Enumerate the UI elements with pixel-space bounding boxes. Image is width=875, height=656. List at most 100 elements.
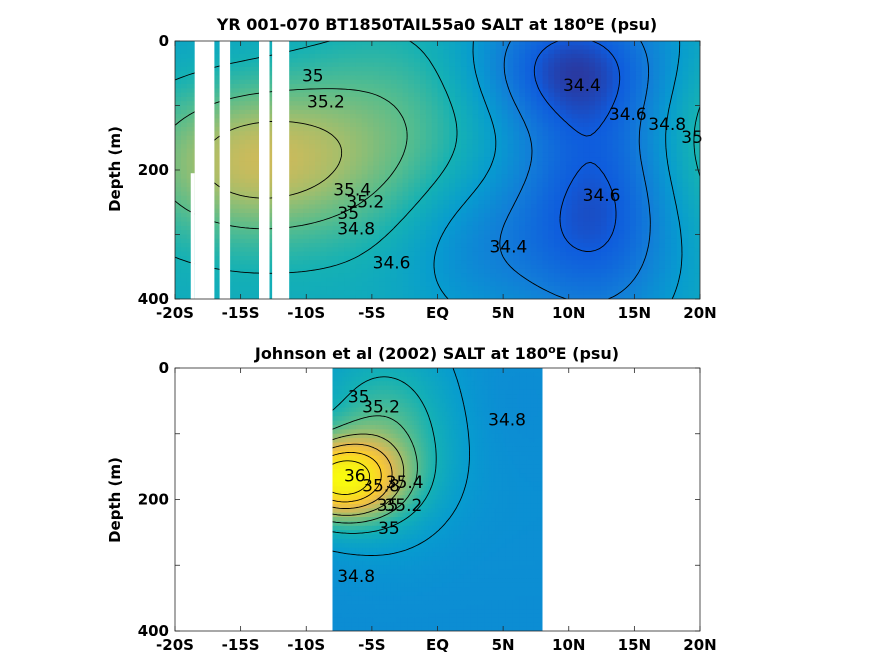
salinity-cell: [326, 225, 334, 231]
salinity-cell: [233, 221, 240, 227]
salinity-cell: [373, 152, 380, 158]
salinity-cell: [589, 135, 596, 141]
salinity-cell: [589, 178, 596, 184]
salinity-cell: [612, 234, 619, 240]
salinity-cell: [215, 230, 223, 236]
salinity-cell: [606, 71, 614, 76]
salinity-cell: [373, 122, 380, 128]
salinity-cell: [379, 238, 386, 244]
salinity-cell: [688, 84, 695, 89]
salinity-cell: [355, 170, 363, 175]
salinity-cell: [659, 260, 666, 266]
salinity-cell: [682, 268, 689, 274]
salinity-cell: [536, 144, 544, 150]
salinity-cell: [320, 41, 328, 46]
salinity-cell: [245, 217, 252, 223]
salinity-cell: [542, 251, 549, 257]
salinity-cell: [239, 256, 246, 261]
salinity-cell: [431, 191, 439, 197]
salinity-cell: [694, 217, 700, 223]
salinity-cell: [437, 66, 444, 72]
salinity-cell: [460, 66, 468, 72]
salinity-cell: [670, 92, 678, 98]
salinity-cell: [180, 62, 188, 68]
salinity-cell: [315, 195, 322, 201]
salinity-cell: [303, 84, 310, 89]
salinity-cell: [595, 273, 602, 279]
salinity-cell: [525, 131, 532, 137]
salinity-cell: [233, 251, 240, 257]
salinity-cell: [484, 122, 491, 128]
salinity-cell: [268, 213, 275, 218]
salinity-cell: [350, 66, 357, 72]
salinity-cell: [630, 230, 637, 236]
salinity-cell: [641, 174, 649, 180]
salinity-cell: [420, 273, 427, 279]
salinity-cell: [571, 41, 579, 46]
salinity-cell: [554, 92, 561, 98]
salinity-cell: [676, 109, 684, 115]
salinity-cell: [455, 161, 462, 167]
salinity-cell: [180, 234, 188, 240]
salinity-cell: [495, 84, 503, 89]
salinity-cell: [455, 53, 462, 59]
salinity-cell: [431, 225, 439, 231]
salinity-cell: [315, 66, 322, 72]
salinity-cell: [600, 88, 608, 94]
salinity-cell: [612, 114, 619, 119]
salinity-cell: [396, 161, 404, 167]
salinity-cell: [186, 234, 194, 240]
salinity-cell: [694, 213, 700, 218]
salinity-cell: [635, 114, 643, 119]
salinity-cell: [525, 247, 532, 253]
salinity-cell: [414, 157, 421, 162]
salinity-cell: [245, 200, 252, 205]
salinity-cell: [525, 251, 532, 257]
salinity-cell: [320, 170, 328, 175]
salinity-cell: [186, 273, 194, 279]
salinity-cell: [694, 260, 700, 266]
salinity-cell: [315, 230, 322, 236]
salinity-cell: [595, 105, 602, 111]
salinity-cell: [175, 230, 182, 236]
salinity-cell: [245, 127, 252, 132]
salinity-cell: [355, 118, 363, 124]
salinity-cell: [606, 118, 614, 124]
salinity-cell: [490, 170, 497, 175]
salinity-cell: [565, 204, 573, 210]
salinity-cell: [425, 127, 433, 132]
salinity-cell: [612, 230, 619, 236]
salinity-cell: [245, 273, 252, 279]
salinity-cell: [268, 135, 275, 141]
salinity-cell: [250, 66, 258, 72]
salinity-cell: [630, 66, 637, 72]
salinity-cell: [647, 75, 654, 81]
salinity-cell: [437, 191, 444, 197]
salinity-cell: [624, 84, 631, 89]
salinity-cell: [460, 152, 468, 158]
salinity-cell: [250, 217, 258, 223]
salinity-cell: [466, 92, 474, 98]
salinity-cell: [367, 260, 374, 266]
salinity-cell: [612, 195, 619, 201]
salinity-cell: [227, 122, 234, 128]
salinity-cell: [583, 75, 590, 81]
salinity-cell: [472, 139, 479, 145]
salinity-cell: [478, 174, 485, 180]
salinity-cell: [390, 230, 398, 236]
salinity-cell: [478, 139, 485, 145]
salinity-cell: [420, 157, 427, 162]
salinity-cell: [618, 58, 625, 64]
salinity-cell: [624, 114, 631, 119]
salinity-cell: [670, 221, 678, 227]
salinity-cell: [577, 256, 584, 261]
salinity-cell: [501, 101, 509, 107]
salinity-cell: [490, 221, 497, 227]
salinity-cell: [624, 187, 631, 193]
salinity-cell: [396, 84, 404, 89]
salinity-cell: [443, 204, 450, 210]
salinity-cell: [460, 79, 468, 85]
salinity-cell: [309, 127, 316, 132]
salinity-cell: [501, 204, 509, 210]
salinity-cell: [635, 118, 643, 124]
